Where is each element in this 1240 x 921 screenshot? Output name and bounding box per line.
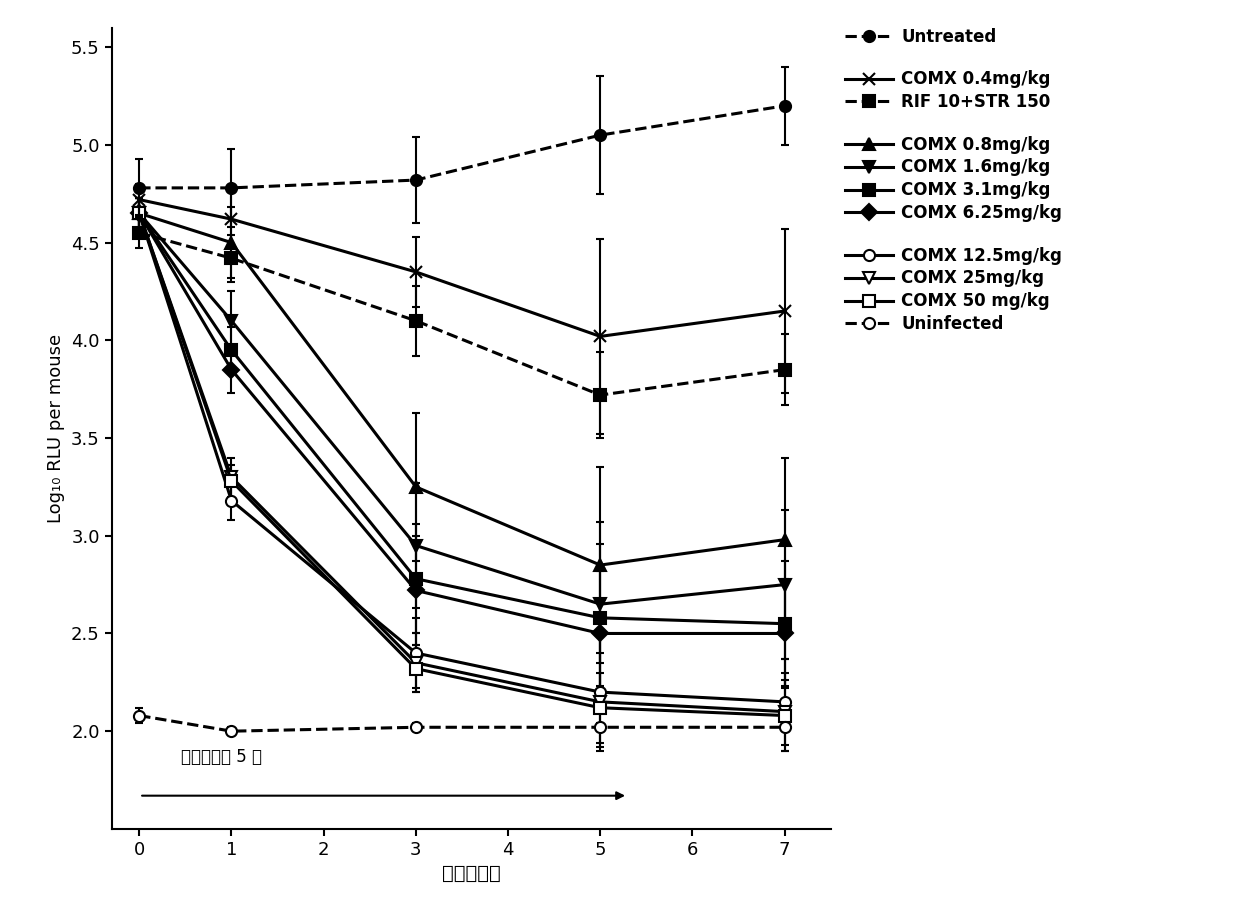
X-axis label: 时间（天）: 时间（天） — [441, 864, 501, 883]
Text: 各组仅治疗 5 天: 各组仅治疗 5 天 — [181, 748, 262, 765]
Y-axis label: Log₁₀ RLU per mouse: Log₁₀ RLU per mouse — [47, 333, 66, 523]
Legend: Untreated, , COMX 0.4mg/kg, RIF 10+STR 150, , COMX 0.8mg/kg, COMX 1.6mg/kg, COMX: Untreated, , COMX 0.4mg/kg, RIF 10+STR 1… — [846, 28, 1061, 332]
